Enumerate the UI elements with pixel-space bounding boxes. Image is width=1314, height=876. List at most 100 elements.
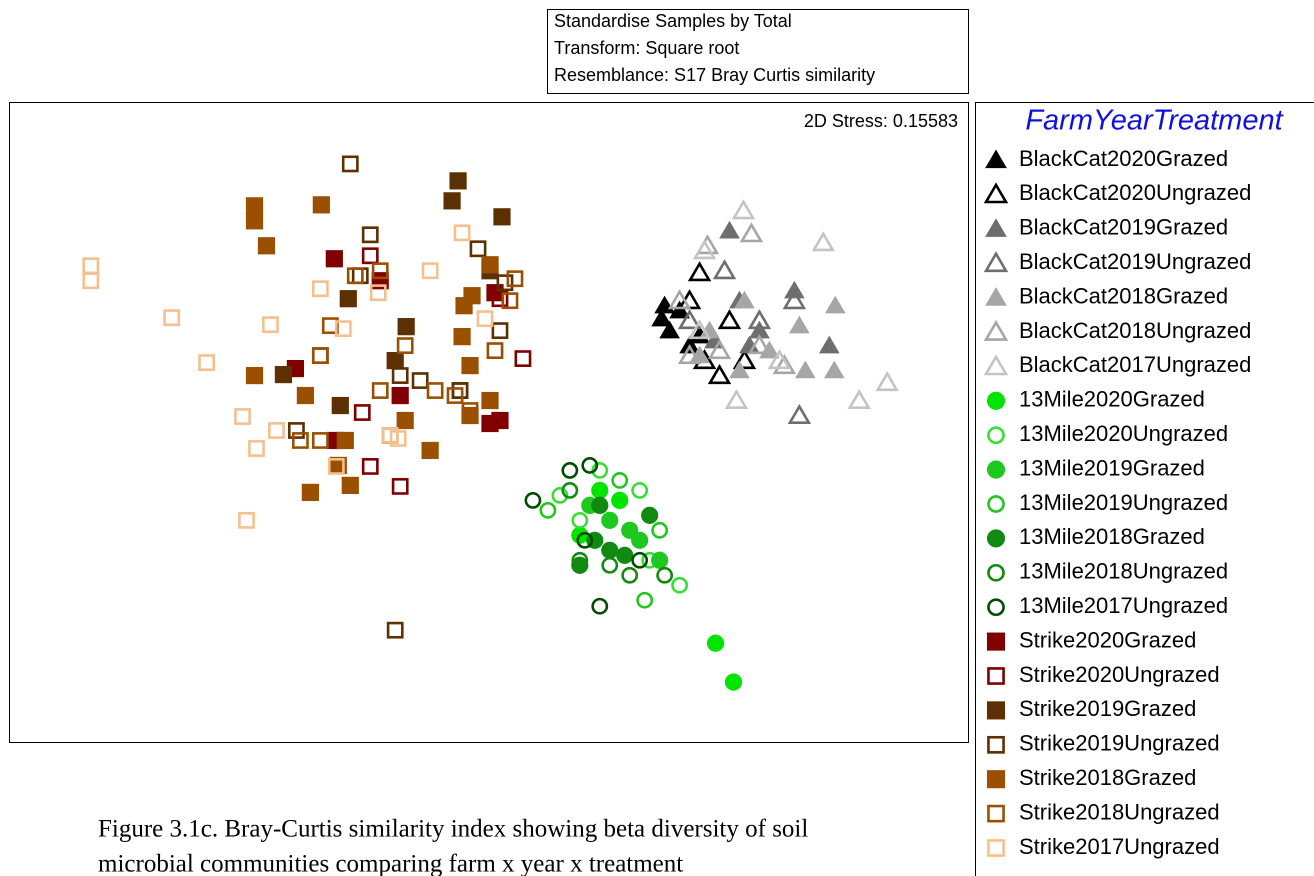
circle-marker	[524, 491, 542, 509]
circle-marker	[539, 501, 557, 519]
legend-label: Strike2018Grazed	[1019, 765, 1196, 790]
triangle-marker	[719, 220, 740, 239]
triangle-marker	[687, 319, 712, 340]
caption: microbial communities comparing farm x y…	[98, 851, 683, 876]
circle-marker	[616, 546, 634, 564]
square-marker	[491, 322, 509, 340]
legend-marker	[985, 287, 1007, 306]
circle-marker	[561, 462, 579, 479]
legend-marker	[985, 149, 1007, 169]
legend-label: 13Mile2017Ungrazed	[1019, 593, 1228, 618]
legend-label: Strike2019Grazed	[1019, 696, 1196, 721]
triangle-marker	[651, 308, 672, 327]
square-marker	[339, 290, 357, 308]
square-marker	[421, 441, 439, 460]
triangle-marker	[767, 349, 792, 370]
square-marker	[443, 192, 461, 210]
square-marker	[353, 404, 371, 421]
legend-label: BlackCat2017Ungrazed	[1019, 352, 1251, 377]
square-marker	[311, 432, 329, 449]
info-box	[547, 9, 969, 94]
square-marker	[391, 367, 409, 384]
triangle-marker	[782, 289, 807, 310]
triangle-marker	[707, 363, 732, 385]
square-marker	[245, 212, 264, 230]
square-marker	[476, 310, 494, 328]
square-marker	[386, 621, 404, 639]
square-marker	[461, 402, 479, 419]
info-line: Resemblance: S17 Bray Curtis similarity	[554, 65, 875, 85]
square-marker	[361, 247, 379, 265]
square-marker	[274, 365, 293, 384]
circle-marker	[636, 591, 654, 609]
square-marker	[82, 272, 100, 290]
circle-marker	[591, 496, 609, 514]
square-marker	[361, 226, 379, 244]
square-marker	[257, 237, 276, 255]
legend-label: Strike2018Ungrazed	[1019, 799, 1220, 824]
square-marker	[449, 172, 467, 190]
legend-label: BlackCat2018Grazed	[1019, 283, 1228, 308]
square-marker	[198, 354, 215, 371]
circle-marker	[601, 511, 619, 529]
square-marker	[346, 267, 364, 285]
legend-label: Strike2019Ungrazed	[1019, 731, 1220, 756]
square-marker	[496, 274, 514, 292]
triangle-marker	[707, 339, 732, 360]
circle-marker	[621, 566, 639, 584]
circle-marker	[601, 556, 619, 574]
info-line: Transform: Square root	[554, 38, 739, 58]
stress-annotation: 2D Stress: 0.15583	[804, 111, 958, 131]
square-marker	[296, 386, 314, 405]
legend-label: 13Mile2018Ungrazed	[1019, 559, 1228, 584]
circle-marker	[706, 634, 725, 652]
triangle-marker	[734, 290, 755, 309]
legend-marker	[987, 598, 1005, 617]
square-marker	[446, 387, 464, 404]
triangle-marker	[787, 403, 812, 425]
legend-marker	[987, 563, 1005, 582]
legend-label: BlackCat2019Grazed	[1019, 215, 1228, 240]
square-marker	[301, 483, 319, 501]
legend-marker	[987, 839, 1005, 857]
circle-marker	[611, 472, 629, 489]
triangle-marker	[747, 309, 772, 330]
legend-marker	[987, 426, 1005, 445]
legend-marker	[986, 529, 1006, 548]
circle-marker	[551, 486, 569, 504]
triangle-marker	[818, 335, 840, 354]
circle-marker	[631, 531, 649, 549]
square-marker	[391, 386, 409, 405]
circle-marker	[571, 556, 589, 574]
legend-marker	[987, 667, 1005, 685]
square-marker	[163, 309, 181, 327]
square-marker	[312, 196, 330, 214]
caption: Figure 3.1c. Bray-Curtis similarity inde…	[98, 816, 808, 843]
triangle-marker	[677, 309, 702, 330]
square-marker	[288, 422, 305, 439]
legend-label: BlackCat2019Ungrazed	[1019, 249, 1251, 274]
square-marker	[336, 431, 354, 450]
info-line: Standardise Samples by Total	[554, 11, 792, 31]
square-marker	[486, 342, 504, 360]
square-marker	[245, 197, 264, 215]
triangle-marker	[731, 199, 756, 220]
legend-label: 13Mile2020Grazed	[1019, 387, 1205, 412]
legend-marker	[986, 391, 1006, 410]
square-marker	[371, 382, 389, 399]
square-marker	[421, 262, 439, 280]
triangle-marker	[669, 300, 690, 319]
triangle-marker	[692, 239, 717, 260]
triangle-marker	[729, 360, 750, 379]
square-marker	[481, 256, 499, 274]
triangle-marker	[875, 370, 899, 392]
square-marker	[361, 458, 379, 475]
triangle-marker	[717, 309, 742, 330]
legend-marker	[986, 701, 1006, 720]
legend-marker	[983, 354, 1009, 376]
legend-label: BlackCat2018Ungrazed	[1019, 318, 1251, 343]
square-marker	[463, 287, 481, 305]
square-marker	[493, 208, 511, 226]
square-marker	[426, 382, 444, 399]
